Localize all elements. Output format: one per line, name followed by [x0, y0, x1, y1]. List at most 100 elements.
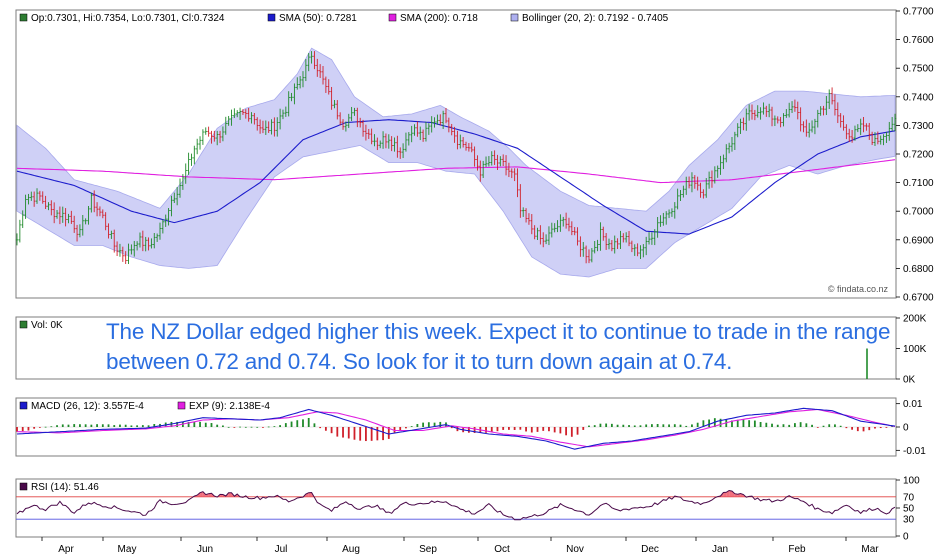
macd-hist-bar: [176, 421, 179, 427]
macd-hist-bar: [244, 426, 247, 428]
rsi-tick-label: 100: [903, 476, 920, 487]
rsi-tick-label: 0: [903, 532, 909, 543]
rsi-tick-label: 50: [903, 504, 915, 515]
price-tick-label: 0.7500: [903, 64, 934, 75]
macd-hist-bar: [73, 424, 76, 427]
volume-plot-frame: [15, 316, 897, 380]
legend-swatch-sma200: [388, 13, 397, 22]
watermark: © findata.co.nz: [828, 284, 889, 294]
macd-hist-bar: [794, 423, 796, 427]
macd-hist-bar: [273, 426, 276, 427]
macd-hist-bar: [147, 425, 150, 427]
macd-hist-bar: [839, 425, 842, 427]
macd-hist-bar: [290, 421, 293, 427]
price-y-axis: 0.7700 0.7600 0.7500 0.7400 0.7300 0.7200 0.71…: [896, 7, 934, 304]
macd-hist-bar: [422, 422, 425, 427]
macd-y-axis: 0.01 0 -0.01: [896, 399, 926, 457]
macd-hist-bar: [113, 425, 116, 427]
month-label: Dec: [641, 544, 659, 555]
commentary-text: The NZ Dollar edged higher this week. Ex…: [106, 319, 891, 374]
volume-y-axis: 200K 100K 0K: [896, 314, 927, 386]
month-label: Jun: [197, 544, 213, 555]
macd-hist-bar: [204, 422, 207, 427]
macd-hist-bar: [719, 418, 722, 427]
macd-hist-bar: [622, 424, 625, 427]
macd-hist-bar: [347, 427, 350, 439]
month-label: Oct: [494, 544, 510, 555]
macd-hist-bar: [256, 426, 259, 428]
macd-hist-bar: [639, 425, 642, 427]
legend-macd: MACD (26, 12): 3.557E-4: [31, 401, 144, 412]
macd-hist-bar: [416, 423, 419, 427]
macd-hist-bar: [267, 426, 270, 428]
macd-hist-bar: [891, 425, 894, 427]
month-label: Apr: [58, 544, 74, 555]
legend-swatch-rsi: [19, 482, 28, 491]
macd-hist-bar: [679, 424, 682, 427]
macd-hist-bar: [874, 427, 876, 429]
rsi-overbought-fill: [220, 494, 223, 497]
rsi-level-label: 70: [903, 492, 915, 503]
x-axis-months: Apr May Jun Jul Aug Sep Oct Nov Dec Jan Feb Mar: [41, 537, 879, 555]
macd-hist-bar: [782, 424, 785, 427]
month-label: Sep: [419, 544, 437, 555]
legend-sma50: SMA (50): 0.7281: [279, 13, 357, 24]
macd-hist-bar: [536, 427, 539, 432]
ohlc-bars: [15, 51, 897, 265]
macd-hist-bar: [227, 426, 230, 428]
rsi-overbought-fill: [208, 493, 212, 497]
macd-hist-bar: [353, 427, 356, 440]
rsi-overbought-fill: [729, 490, 732, 497]
macd-hist-bar: [656, 423, 659, 427]
macd-hist-bar: [79, 424, 81, 427]
legend-swatch-volume: [19, 320, 28, 329]
macd-hist-bar: [44, 426, 47, 428]
macd-hist-bar: [456, 427, 459, 432]
macd-hist-bar: [542, 427, 545, 431]
macd-hist-bar: [279, 425, 282, 427]
macd-hist-bar: [365, 427, 367, 442]
price-tick-label: 0.6900: [903, 235, 934, 246]
legend-ohlc: Op:0.7301, Hi:0.7354, Lo:0.7301, Cl:0.73…: [31, 13, 225, 24]
macd-hist-bar: [307, 417, 310, 427]
legend-sma200: SMA (200): 0.718: [400, 13, 478, 24]
macd-hist-bar: [382, 427, 384, 441]
macd-hist-bar: [233, 427, 236, 428]
price-tick-label: 0.6800: [903, 264, 934, 275]
macd-hist-bar: [427, 422, 430, 427]
macd-hist-bar: [519, 427, 522, 430]
macd-hist-bar: [805, 423, 808, 427]
rsi-plot-frame: [15, 478, 897, 538]
macd-hist-bar: [508, 427, 510, 430]
macd-tick-label: 0.01: [903, 399, 923, 410]
macd-hist-bar: [439, 421, 442, 427]
price-tick-label: 0.7000: [903, 207, 934, 218]
macd-hist-bar: [56, 425, 58, 427]
rsi-level-label: 30: [903, 515, 915, 526]
rsi-panel: 100 50 0 70 30 RSI (14): 51.46: [15, 476, 920, 543]
macd-hist-bar: [610, 423, 613, 427]
macd-hist-bar: [582, 427, 585, 430]
price-legend: Op:0.7301, Hi:0.7354, Lo:0.7301, Cl:0.73…: [19, 13, 669, 24]
macd-hist-bar: [759, 422, 762, 427]
price-tick-label: 0.7400: [903, 92, 934, 103]
macd-hist-bar: [467, 427, 470, 433]
macd-hist-bar: [525, 427, 527, 432]
macd-hist-bar: [342, 427, 344, 438]
macd-hist-bar: [433, 422, 436, 427]
macd-tick-label: -0.01: [903, 446, 926, 457]
macd-hist-bar: [210, 423, 213, 427]
macd-hist-bar: [330, 427, 333, 434]
macd-hist-bar: [633, 425, 636, 427]
macd-hist-bar: [284, 423, 287, 427]
legend-swatch-bollinger: [510, 13, 519, 22]
macd-hist-bar: [868, 427, 871, 431]
macd-hist-bar: [387, 427, 390, 439]
month-label: Nov: [566, 544, 584, 555]
macd-hist-bar: [67, 424, 70, 427]
month-label: May: [118, 544, 137, 555]
macd-hist-bar: [845, 427, 848, 429]
macd-hist-bar: [393, 427, 396, 433]
macd-hist-bar: [788, 424, 791, 427]
